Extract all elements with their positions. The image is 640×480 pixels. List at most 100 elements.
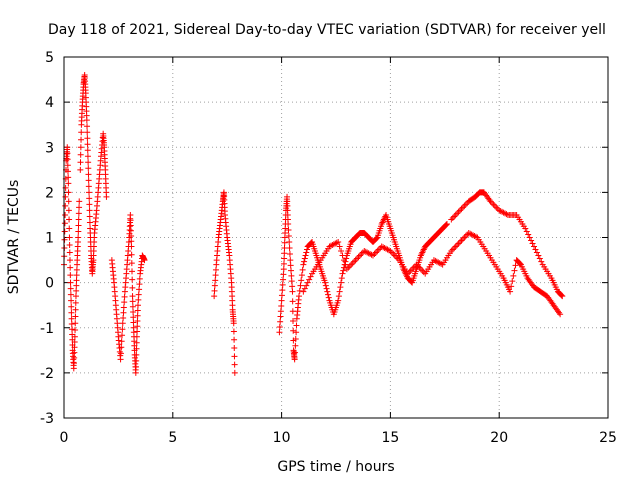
data-point xyxy=(77,151,84,158)
data-point xyxy=(121,293,128,300)
y-tick-label: 2 xyxy=(45,185,54,201)
data-point xyxy=(212,266,219,273)
data-point xyxy=(86,219,93,226)
data-point xyxy=(532,246,539,253)
data-point xyxy=(85,171,92,178)
data-point xyxy=(301,285,308,292)
data-point xyxy=(459,236,466,243)
data-point xyxy=(293,329,300,336)
data-point xyxy=(335,297,342,304)
data-point xyxy=(277,318,284,325)
data-point xyxy=(64,162,71,169)
data-point xyxy=(66,234,73,241)
data-point xyxy=(449,246,456,253)
data-point xyxy=(511,267,518,274)
data-point xyxy=(288,272,295,279)
data-point xyxy=(134,323,141,330)
data-point xyxy=(289,283,296,290)
data-point xyxy=(452,211,459,218)
data-point xyxy=(75,210,82,217)
data-point xyxy=(512,262,519,269)
data-point xyxy=(338,275,345,282)
data-point xyxy=(290,317,297,324)
data-point xyxy=(286,239,293,246)
data-point xyxy=(71,344,78,351)
data-point xyxy=(128,232,135,239)
data-point xyxy=(451,213,458,220)
data-point xyxy=(211,287,218,294)
data-point xyxy=(67,279,74,286)
data-point xyxy=(340,257,347,264)
data-point xyxy=(67,285,74,292)
data-point xyxy=(128,260,135,267)
data-point xyxy=(72,306,79,313)
data-point xyxy=(68,309,75,316)
data-point xyxy=(276,329,283,336)
data-point xyxy=(128,238,135,245)
data-point xyxy=(70,360,77,367)
data-point xyxy=(231,336,238,343)
data-point xyxy=(230,320,237,327)
data-point xyxy=(130,319,137,326)
grid xyxy=(64,57,608,418)
data-point xyxy=(72,327,79,334)
data-point xyxy=(455,240,462,247)
data-point xyxy=(452,243,459,250)
data-point xyxy=(120,309,127,316)
data-point xyxy=(355,254,362,261)
data-point xyxy=(128,243,135,250)
data-point xyxy=(414,263,421,270)
data-point xyxy=(461,202,468,209)
data-point xyxy=(78,136,85,143)
data-point xyxy=(66,249,73,256)
data-point xyxy=(526,234,533,241)
data-point xyxy=(68,303,75,310)
data-point xyxy=(336,243,343,250)
data-point xyxy=(356,252,363,259)
data-point xyxy=(279,281,286,288)
data-point xyxy=(286,245,293,252)
data-point xyxy=(281,255,288,262)
data-point xyxy=(127,227,134,234)
data-point xyxy=(339,252,346,259)
data-point xyxy=(307,273,314,280)
data-point xyxy=(292,342,299,349)
data-point xyxy=(129,268,135,275)
data-point xyxy=(66,257,73,264)
data-point xyxy=(127,211,134,218)
data-point xyxy=(73,266,80,273)
data-point xyxy=(293,322,300,329)
y-tick-label: 4 xyxy=(45,95,54,111)
data-point xyxy=(528,237,535,244)
data-point xyxy=(509,278,516,285)
data-point xyxy=(72,293,79,300)
data-point xyxy=(559,293,566,300)
data-point xyxy=(336,288,343,295)
data-point xyxy=(338,279,345,286)
data-point xyxy=(292,336,299,343)
data-point xyxy=(86,207,93,214)
data-point xyxy=(443,221,450,228)
data-point xyxy=(462,201,469,208)
data-point xyxy=(128,251,135,258)
data-point xyxy=(288,267,295,274)
data-point xyxy=(289,298,296,305)
data-point xyxy=(459,204,466,211)
data-point xyxy=(84,153,91,160)
data-point xyxy=(65,189,72,196)
data-point xyxy=(371,251,378,258)
data-point xyxy=(297,282,304,289)
y-tick-label: -1 xyxy=(40,321,54,337)
data-point xyxy=(285,232,292,239)
data-point xyxy=(117,356,124,363)
data-point xyxy=(276,323,283,330)
data-point xyxy=(303,249,310,256)
data-point xyxy=(133,339,140,346)
data-point xyxy=(66,242,73,249)
data-point xyxy=(129,303,136,310)
data-point xyxy=(85,165,92,172)
data-point xyxy=(68,297,75,304)
data-point xyxy=(503,211,510,218)
data-point xyxy=(535,252,542,259)
